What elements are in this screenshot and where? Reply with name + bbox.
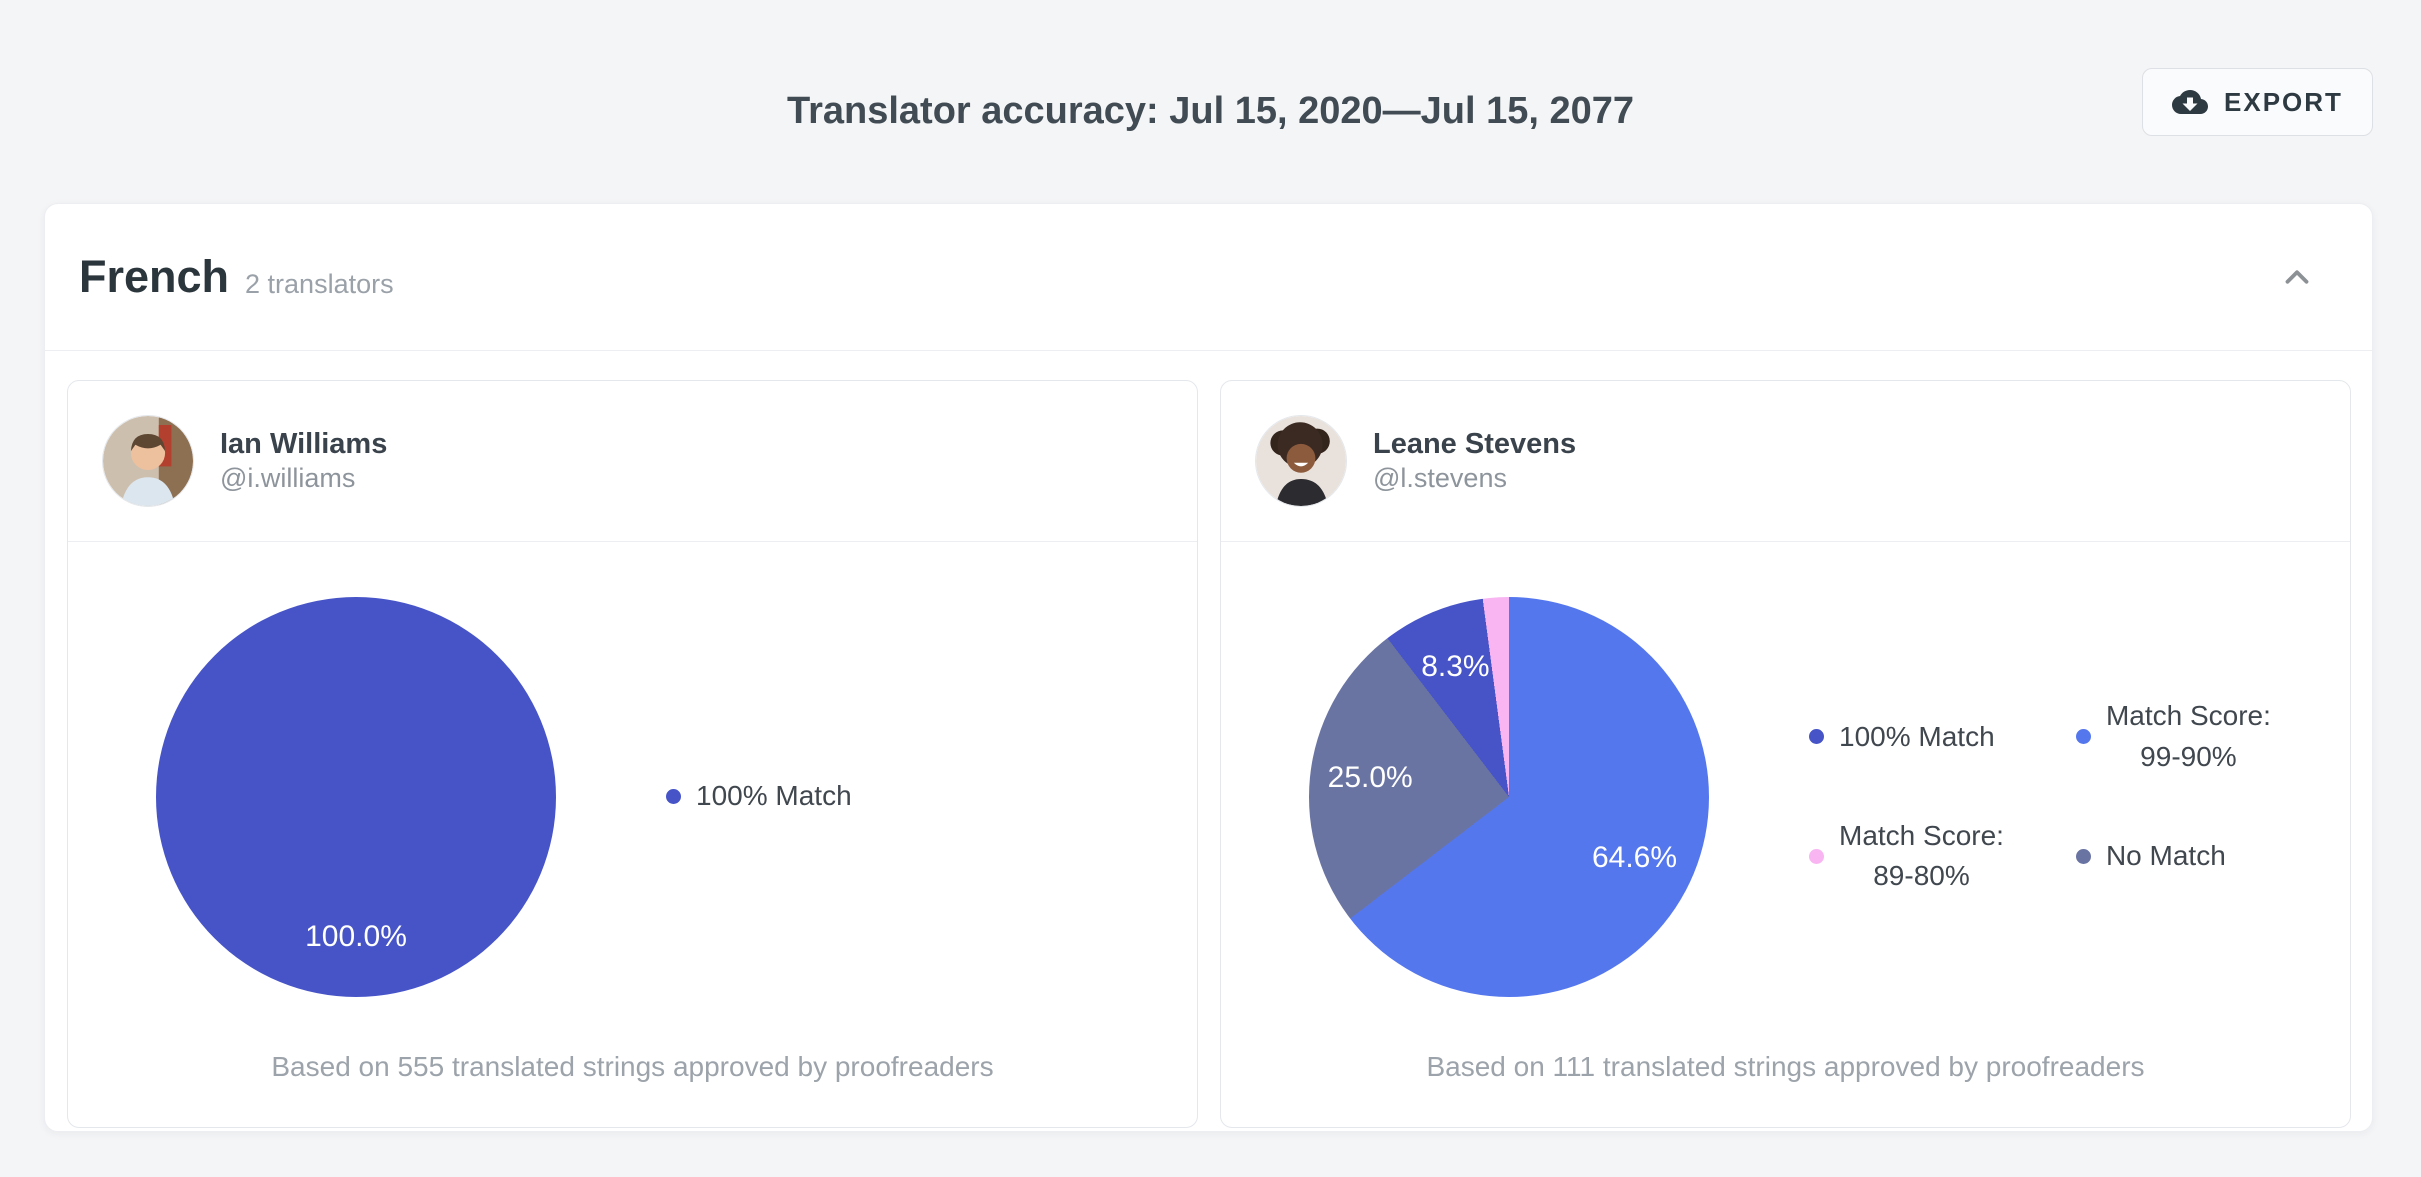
pie-slice-label: 8.3% bbox=[1421, 650, 1490, 684]
translator-footer-note: Based on 111 translated strings approved… bbox=[1426, 1051, 2145, 1082]
language-translators-count: 2 translators bbox=[245, 268, 394, 299]
translator-username: @i.williams bbox=[220, 463, 356, 494]
legend-item: 100% Match bbox=[1809, 717, 2004, 758]
avatar bbox=[102, 415, 194, 507]
legend-dot bbox=[666, 789, 681, 804]
avatar bbox=[1255, 415, 1347, 507]
pie-slice-label: 100.0% bbox=[305, 919, 407, 953]
translator-name: Leane Stevens bbox=[1373, 428, 1577, 460]
page-title: Translator accuracy: Jul 15, 2020—Jul 15… bbox=[786, 90, 1635, 132]
legend-label-line: Match Score: bbox=[1839, 819, 2004, 851]
legend-label-line: 99-90% bbox=[2140, 740, 2237, 772]
translator-identity: Leane Stevens @l.stevens bbox=[1373, 426, 1576, 496]
chevron-up-icon[interactable] bbox=[2278, 258, 2316, 296]
legend-dot bbox=[2075, 848, 2091, 864]
pie-slice-label: 25.0% bbox=[1327, 761, 1413, 795]
chart-area: 100.0% 100% Match bbox=[68, 542, 1197, 1051]
legend-label-line: 89-80% bbox=[1873, 860, 1970, 892]
language-section-french: French 2 translators bbox=[44, 203, 2373, 1132]
legend-dot bbox=[1809, 848, 1824, 864]
legend-label: 100% Match bbox=[696, 776, 852, 817]
pie-slice-label: 64.6% bbox=[1591, 841, 1678, 875]
legend-label: Match Score: 89-80% bbox=[1839, 816, 2004, 897]
translator-identity: Ian Williams @i.williams bbox=[220, 426, 387, 496]
translator-username: @l.stevens bbox=[1373, 463, 1507, 494]
translator-card-leane-stevens: Leane Stevens @l.stevens 64.6% 25.0% 8.3% … bbox=[1220, 380, 2351, 1128]
legend-dot bbox=[2075, 729, 2091, 745]
legend-label: 100% Match bbox=[1839, 717, 1995, 758]
export-button[interactable]: EXPORT bbox=[2142, 68, 2373, 136]
legend-label-line: Match Score: bbox=[2105, 700, 2271, 732]
legend-item: Match Score: 99-90% bbox=[2075, 696, 2271, 777]
legend-dot bbox=[1809, 729, 1824, 745]
legend-label: No Match bbox=[2106, 836, 2226, 877]
translator-cards-row: Ian Williams @i.williams 100.0% 100% Mat… bbox=[45, 351, 2372, 1128]
chart-legend: 100% Match bbox=[666, 776, 852, 817]
legend-label-line: No Match bbox=[2105, 839, 2226, 871]
export-button-label: EXPORT bbox=[2224, 86, 2343, 117]
legend-label-line: 100% Match bbox=[1839, 720, 1995, 752]
translator-header: Ian Williams @i.williams bbox=[68, 381, 1197, 542]
topbar: Translator accuracy: Jul 15, 2020—Jul 15… bbox=[0, 0, 2421, 203]
translator-card-ian-williams: Ian Williams @i.williams 100.0% 100% Mat… bbox=[67, 380, 1198, 1128]
legend-item: No Match bbox=[2075, 836, 2271, 877]
chart-area: 64.6% 25.0% 8.3% 100% Match bbox=[1221, 542, 2350, 1051]
language-name: French bbox=[79, 251, 230, 302]
legend-label-line: 100% Match bbox=[696, 780, 852, 812]
language-header[interactable]: French 2 translators bbox=[45, 204, 2372, 351]
legend-label: Match Score: 99-90% bbox=[2106, 696, 2271, 777]
pie-chart: 64.6% 25.0% 8.3% bbox=[1309, 596, 1709, 997]
chart-legend: 100% Match Match Score: 99-90% bbox=[1809, 696, 2271, 896]
translator-name: Ian Williams bbox=[220, 428, 388, 460]
translator-footer-note: Based on 555 translated strings approved… bbox=[271, 1051, 994, 1082]
cloud-download-icon bbox=[2172, 84, 2209, 120]
legend-item: Match Score: 89-80% bbox=[1809, 816, 2004, 897]
legend-item: 100% Match bbox=[666, 776, 852, 817]
translator-header: Leane Stevens @l.stevens bbox=[1221, 381, 2350, 542]
pie-chart: 100.0% bbox=[156, 596, 556, 997]
